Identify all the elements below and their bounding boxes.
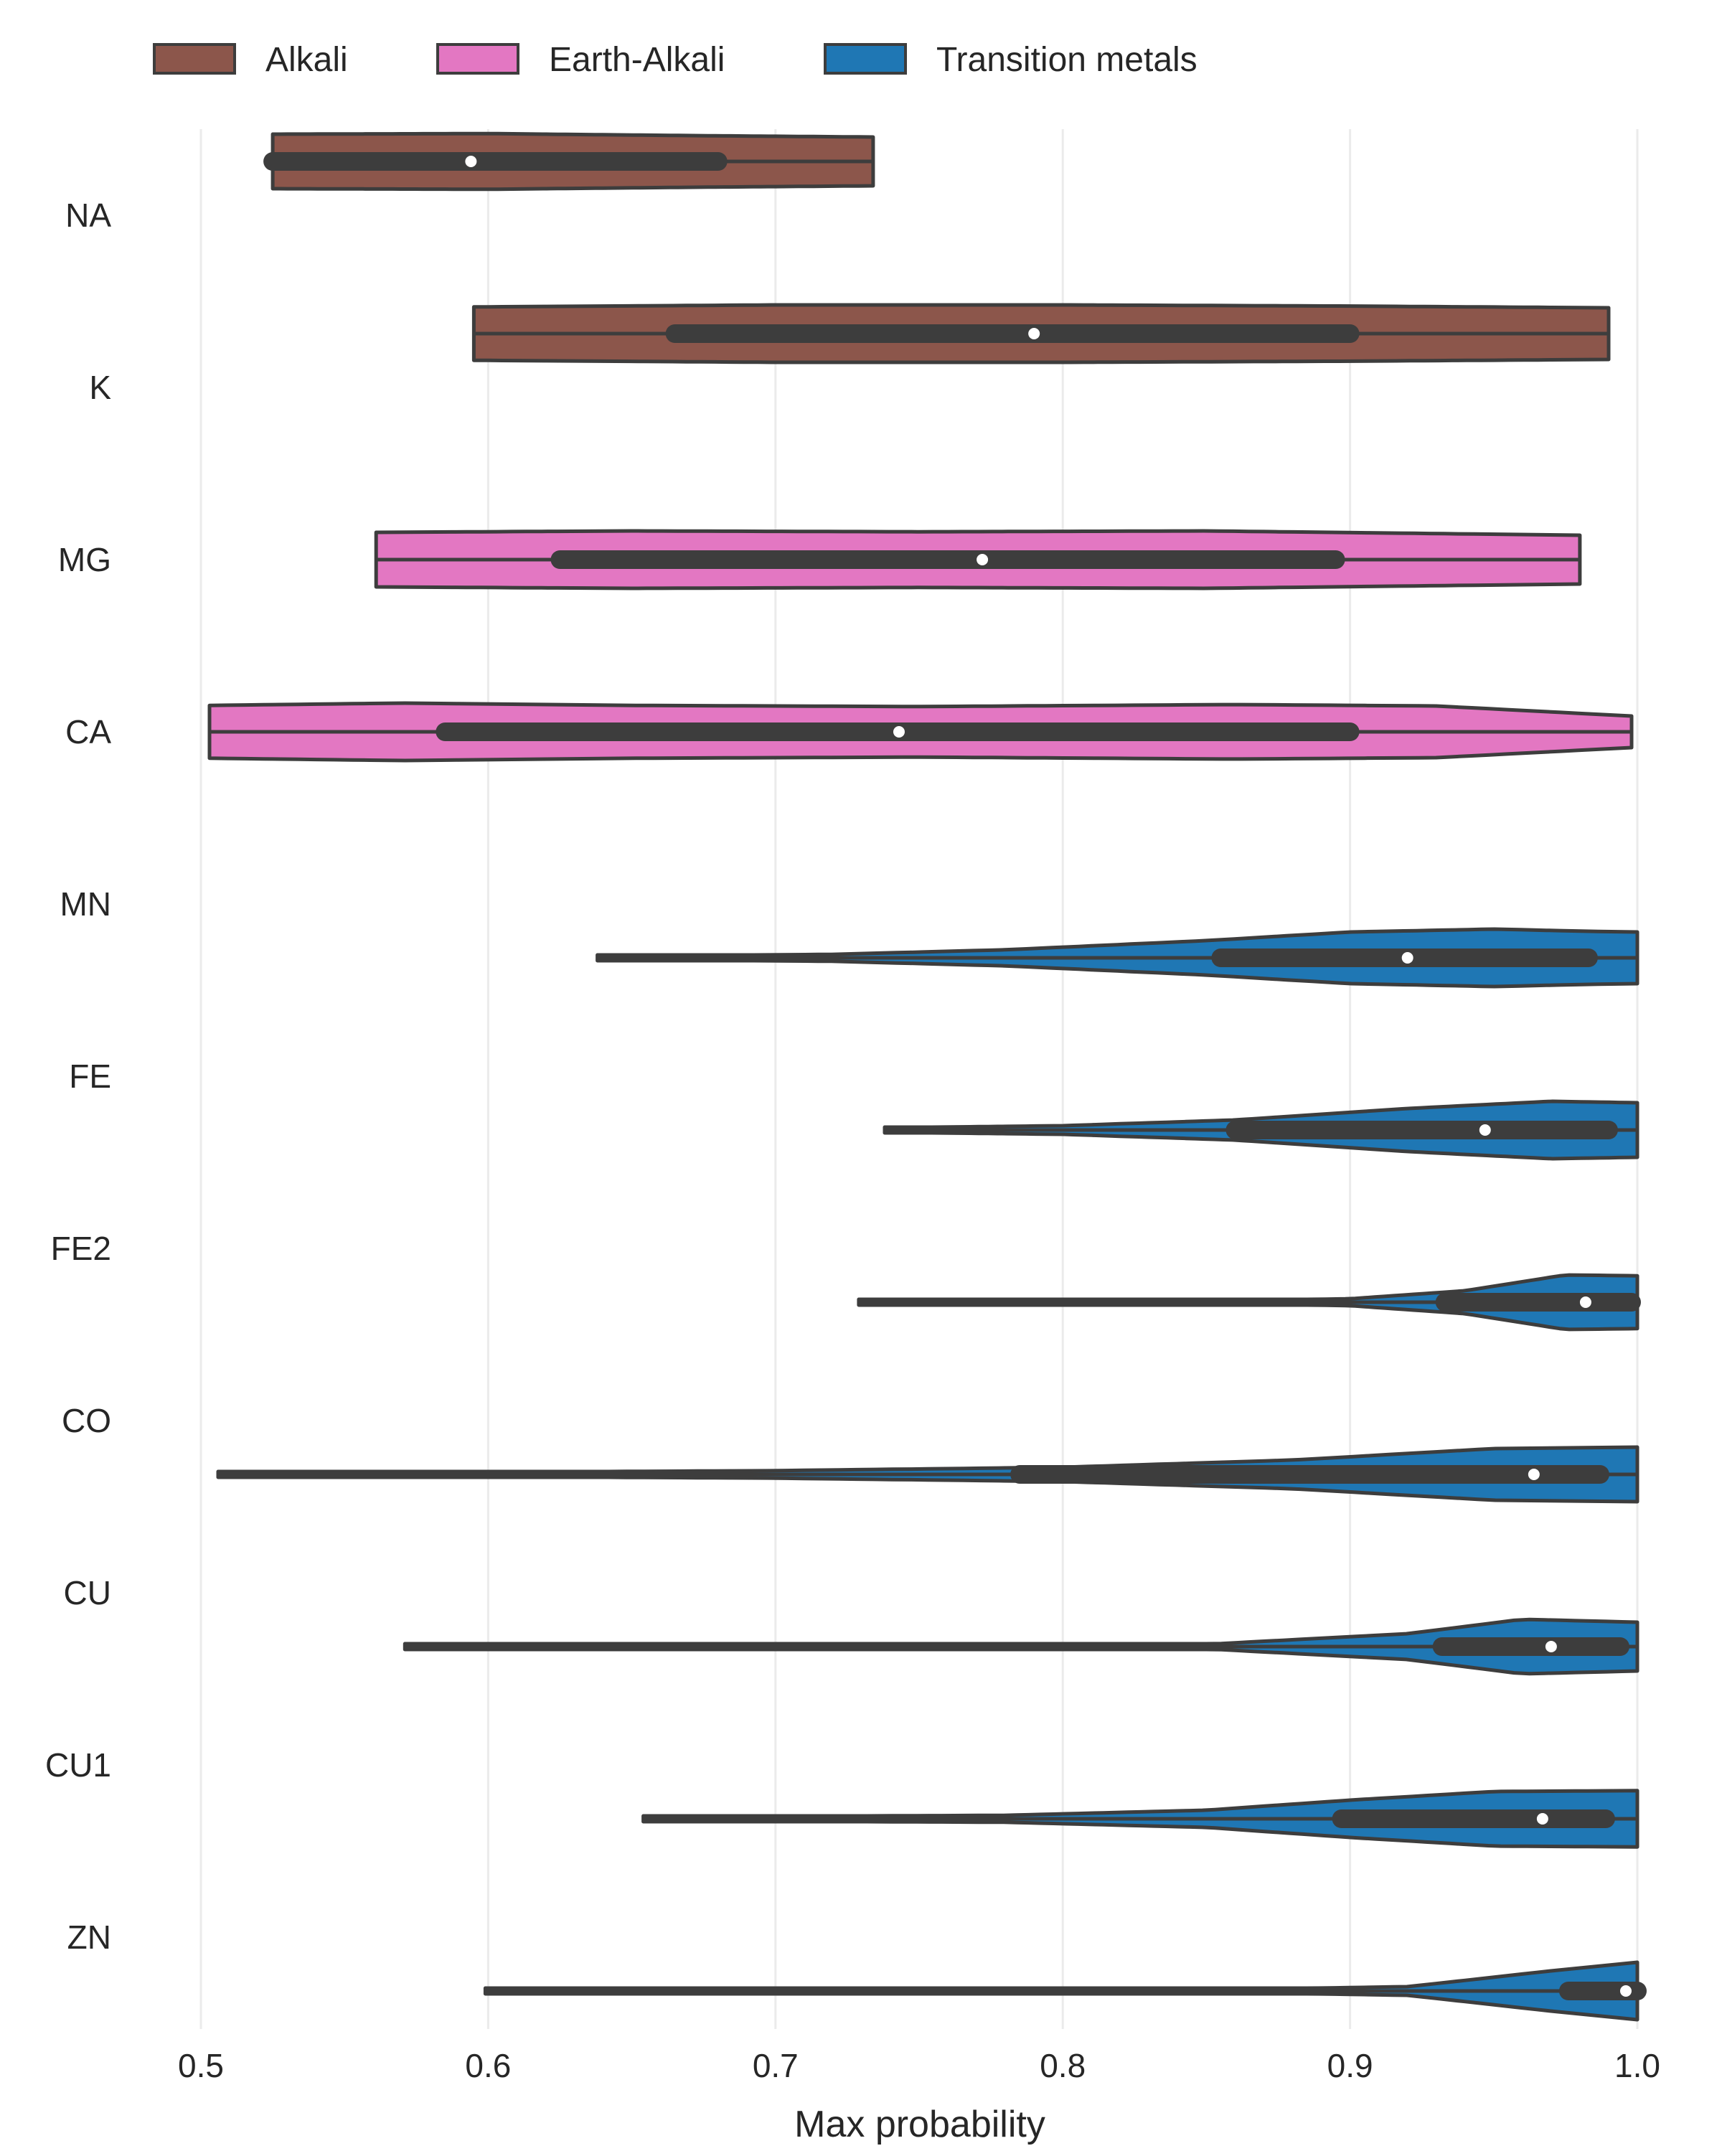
violin-median-dot — [977, 554, 989, 565]
violin-cu1 — [641, 1789, 1639, 1849]
violin-cu — [403, 1617, 1639, 1676]
x-tick-label: 0.7 — [753, 2047, 799, 2084]
legend: Alkali Earth-Alkali Transition metals — [153, 41, 1198, 79]
violin-fe2 — [857, 1273, 1641, 1332]
y-category-label: ZN — [67, 1919, 111, 1956]
legend-entry: Alkali — [153, 41, 348, 79]
legend-entry: Transition metals — [824, 41, 1198, 79]
y-category-label: MN — [60, 885, 111, 923]
x-axis-ticks: 0.5 0.6 0.7 0.8 0.9 1.0 — [178, 2047, 1660, 2084]
y-category-label: NA — [65, 197, 111, 234]
y-category-label: MG — [58, 541, 111, 578]
y-category-label: CU1 — [45, 1746, 111, 1784]
violin-median-dot — [1536, 1813, 1548, 1825]
violin-layer — [207, 131, 1647, 2022]
legend-label: Earth-Alkali — [549, 41, 725, 79]
y-category-label: K — [89, 369, 111, 406]
violin-median-dot — [1528, 1469, 1540, 1480]
y-category-label: CA — [65, 713, 111, 750]
violin-median-dot — [1579, 1296, 1591, 1308]
violin-median-dot — [1619, 1985, 1632, 1997]
violin-fe — [883, 1099, 1639, 1161]
x-tick-label: 1.0 — [1614, 2047, 1660, 2084]
violin-median-dot — [1401, 952, 1413, 964]
violin-median-dot — [1028, 328, 1040, 339]
violin-mn — [596, 927, 1639, 989]
legend-swatch — [153, 43, 236, 75]
violin-zn — [483, 1960, 1647, 2022]
y-category-label: FE2 — [51, 1230, 111, 1267]
y-category-label: FE — [69, 1058, 111, 1095]
violin-median-dot — [1545, 1641, 1557, 1652]
category-labels: NA K MG CA MN FE FE2 CO CU CU1 ZN — [45, 197, 111, 1956]
violin-na — [263, 131, 875, 192]
violin-median-dot — [465, 156, 477, 167]
x-tick-label: 0.5 — [178, 2047, 224, 2084]
violin-median-dot — [893, 726, 905, 738]
x-tick-label: 0.9 — [1327, 2047, 1373, 2084]
violin-k — [471, 303, 1611, 364]
legend-swatch — [824, 43, 907, 75]
x-tick-label: 0.8 — [1040, 2047, 1086, 2084]
y-category-label: CU — [64, 1574, 111, 1611]
violin-ca — [207, 701, 1634, 763]
legend-label: Alkali — [265, 41, 348, 79]
x-axis-title: Max probability — [794, 2104, 1045, 2145]
violin-median-dot — [1479, 1124, 1491, 1136]
legend-swatch — [436, 43, 519, 75]
grid-layer — [199, 129, 1639, 2029]
x-tick-label: 0.6 — [465, 2047, 511, 2084]
violin-mg — [374, 529, 1582, 590]
y-category-label: CO — [62, 1402, 111, 1439]
violin-co — [216, 1445, 1639, 1504]
legend-entry: Earth-Alkali — [436, 41, 725, 79]
legend-label: Transition metals — [936, 41, 1198, 79]
